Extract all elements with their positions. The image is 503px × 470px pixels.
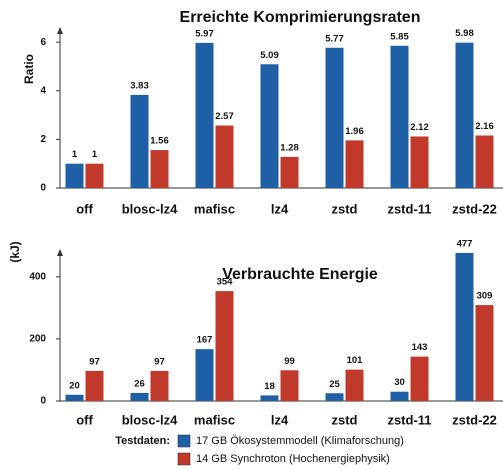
bar (455, 252, 474, 401)
bar (455, 42, 474, 188)
bar (325, 393, 344, 401)
value-label: 5.09 (260, 50, 279, 61)
y-tick-label: 200 (29, 334, 46, 345)
value-label: 143 (412, 342, 428, 353)
y-tick-label: 0 (40, 396, 46, 407)
legend-label: 14 GB Synchroton (Hochenergiephysik) (196, 453, 390, 465)
value-label: 3.83 (130, 80, 149, 91)
value-label: 5.98 (455, 28, 474, 39)
value-label: 2.12 (410, 122, 429, 133)
x-tick-label: off (76, 201, 93, 216)
value-label: 477 (457, 238, 473, 249)
value-label: 1.28 (280, 142, 299, 153)
value-label: 25 (329, 379, 340, 390)
y-axis-arrow (57, 249, 63, 256)
x-tick-label: off (76, 412, 93, 427)
bar (280, 156, 299, 188)
legend-swatch (177, 452, 191, 466)
bar (390, 391, 409, 401)
y-tick-label: 2 (40, 134, 46, 145)
bar (150, 150, 169, 188)
bar (195, 349, 214, 401)
bar (65, 394, 84, 401)
y-axis-arrow (57, 27, 63, 34)
bar (280, 370, 299, 401)
x-tick-label: blosc-lz4 (122, 201, 178, 216)
value-label: 354 (217, 277, 234, 288)
value-label: 5.85 (390, 31, 409, 42)
value-label: 1 (72, 149, 78, 160)
y-tick-label: 0 (40, 183, 46, 194)
value-label: 167 (197, 335, 213, 346)
x-tick-label: lz4 (271, 201, 289, 216)
bar (325, 47, 344, 188)
bar (130, 94, 149, 188)
y-tick-label: 400 (29, 271, 46, 282)
x-tick-label: lz4 (271, 412, 289, 427)
bar (390, 45, 409, 188)
legend-title: Testdaten: (115, 435, 170, 447)
bar (215, 125, 234, 188)
bar (130, 392, 149, 401)
y-tick-label: 4 (40, 85, 46, 96)
x-tick-label: zstd (332, 412, 358, 427)
bar (150, 370, 169, 401)
x-tick-label: mafisc (194, 201, 235, 216)
chart-title: Erreichte Komprimierungsraten (180, 9, 421, 26)
value-label: 2.16 (475, 121, 494, 132)
bar (410, 136, 429, 188)
x-tick-label: zstd-22 (452, 412, 497, 427)
value-label: 97 (154, 356, 165, 367)
value-label: 2.57 (215, 111, 234, 122)
bar (260, 64, 279, 188)
value-label: 97 (89, 356, 100, 367)
value-label: 26 (134, 378, 145, 389)
value-label: 5.77 (325, 33, 344, 44)
bar (260, 395, 279, 401)
value-label: 30 (394, 377, 405, 388)
value-label: 1.96 (345, 126, 364, 137)
bar (475, 305, 494, 401)
x-tick-label: zstd (332, 201, 358, 216)
x-tick-label: zstd-22 (452, 201, 497, 216)
bar (65, 163, 84, 188)
value-label: 20 (69, 380, 80, 391)
bar (345, 369, 364, 401)
y-axis-label: Ratio (22, 54, 36, 84)
value-label: 309 (477, 291, 493, 302)
legend-swatch (177, 434, 191, 448)
y-tick-label: 6 (40, 37, 46, 48)
bar (85, 370, 104, 401)
bar (85, 163, 104, 188)
y-axis-label: (kJ) (8, 241, 22, 262)
bar (475, 135, 494, 188)
x-tick-label: mafisc (194, 412, 235, 427)
bar (215, 291, 234, 401)
chart-title: Verbrauchte Energie (222, 266, 378, 283)
x-tick-label: zstd-11 (387, 201, 431, 216)
value-label: 101 (347, 355, 364, 366)
value-label: 18 (264, 381, 275, 392)
bar (195, 42, 214, 189)
value-label: 1 (92, 149, 98, 160)
x-tick-label: blosc-lz4 (122, 412, 178, 427)
legend-label: 17 GB Ökosystemmodell (Klimaforschung) (196, 435, 404, 447)
bar (345, 140, 364, 188)
value-label: 99 (284, 356, 295, 367)
value-label: 5.97 (195, 28, 214, 39)
x-tick-label: zstd-11 (387, 412, 431, 427)
value-label: 1.56 (150, 136, 169, 147)
bar (410, 356, 429, 401)
